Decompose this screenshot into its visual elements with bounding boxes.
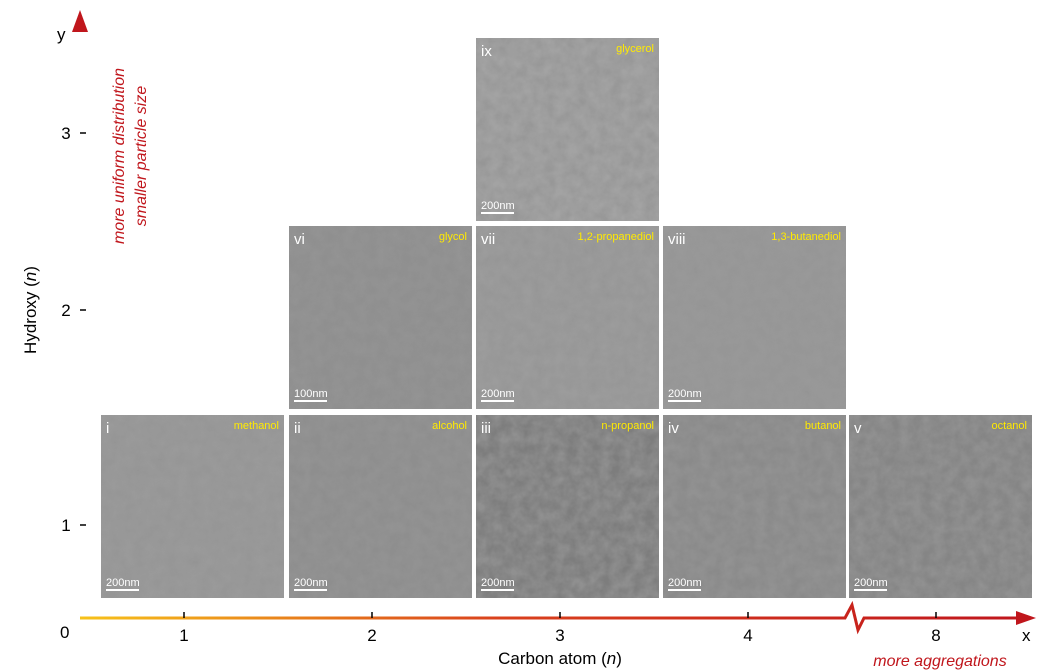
x-tick-label: 2: [367, 626, 376, 645]
y-title-text: Hydroxy (: [21, 281, 40, 354]
panel-numeral: i: [106, 420, 109, 437]
tem-texture: [476, 38, 659, 221]
x-title: Carbon atom (n): [498, 649, 622, 668]
x-arrow: [1016, 611, 1036, 625]
tem-panel: i methanol 200nm: [101, 415, 284, 598]
panel-label: butanol: [805, 420, 841, 432]
scale-label: 200nm: [481, 388, 515, 400]
scale-label: 200nm: [668, 577, 702, 589]
x-letter: x: [1022, 626, 1031, 645]
scale-label: 200nm: [854, 577, 888, 589]
y-letter: y: [57, 25, 66, 44]
tem-panel: viii 1,3-butanediol 200nm: [663, 226, 846, 409]
x-tick-label: 1: [179, 626, 188, 645]
panel-numeral: viii: [668, 231, 686, 248]
scale-label: 200nm: [294, 577, 328, 589]
x-axis: [80, 605, 1018, 630]
y-tick-label: 1: [61, 516, 70, 535]
x-tick-label: 8: [931, 626, 940, 645]
scale-label: 100nm: [294, 388, 328, 400]
y-tick-label: 3: [61, 124, 70, 143]
panel-label: glycerol: [616, 43, 654, 55]
tem-texture: [849, 415, 1032, 598]
tem-panel: vii 1,2-propanediol 200nm: [476, 226, 659, 409]
x-title-var: n: [607, 649, 616, 668]
tem-texture: [476, 415, 659, 598]
scale-label: 200nm: [668, 388, 702, 400]
tem-panel: iv butanol 200nm: [663, 415, 846, 598]
panel-label: glycol: [439, 231, 467, 243]
panel-label: 1,2-propanediol: [578, 231, 654, 243]
tem-panel: v octanol 200nm: [849, 415, 1032, 598]
x-tick-label: 3: [555, 626, 564, 645]
panel-numeral: vii: [481, 231, 495, 248]
x-note: more aggregations: [873, 653, 1006, 670]
scale-label: 200nm: [481, 577, 515, 589]
y-tick-label: 2: [61, 301, 70, 320]
figure: 0 x y 1 2 3 4 8 1 2 3 Carbon atom (n) Hy…: [0, 0, 1046, 672]
x-tick-label: 4: [743, 626, 752, 645]
panel-numeral: v: [854, 420, 862, 437]
panel-label: octanol: [992, 420, 1027, 432]
panel-numeral: iv: [668, 420, 679, 437]
tem-texture: [289, 226, 472, 409]
scale-label: 200nm: [106, 577, 140, 589]
x-title-text: Carbon atom (: [498, 649, 607, 668]
tem-texture: [289, 415, 472, 598]
y-note: more uniform distribution: [111, 68, 128, 244]
x-title-end: ): [616, 649, 622, 668]
panel-numeral: iii: [481, 420, 491, 437]
tem-texture: [101, 415, 284, 598]
panel-label: n-propanol: [601, 420, 654, 432]
scale-label: 200nm: [481, 200, 515, 212]
tem-panel: vi glycol 100nm: [289, 226, 472, 409]
y-arrow: [72, 10, 88, 32]
y-title: Hydroxy (n): [21, 266, 40, 354]
origin-label: 0: [60, 623, 69, 642]
tem-panel: ii alcohol 200nm: [289, 415, 472, 598]
panel-label: alcohol: [432, 420, 467, 432]
panel-numeral: ii: [294, 420, 301, 437]
y-title-var: n: [21, 272, 40, 281]
panel-label: methanol: [234, 420, 279, 432]
tem-panel: iii n-propanol 200nm: [476, 415, 659, 598]
y-title-end: ): [21, 266, 40, 272]
tem-texture: [663, 415, 846, 598]
y-note: smaller particle size: [133, 86, 150, 227]
tem-texture: [476, 226, 659, 409]
panel-numeral: vi: [294, 231, 305, 248]
tem-texture: [663, 226, 846, 409]
panel-label: 1,3-butanediol: [771, 231, 841, 243]
panel-numeral: ix: [481, 43, 492, 60]
tem-panel: ix glycerol 200nm: [476, 38, 659, 221]
